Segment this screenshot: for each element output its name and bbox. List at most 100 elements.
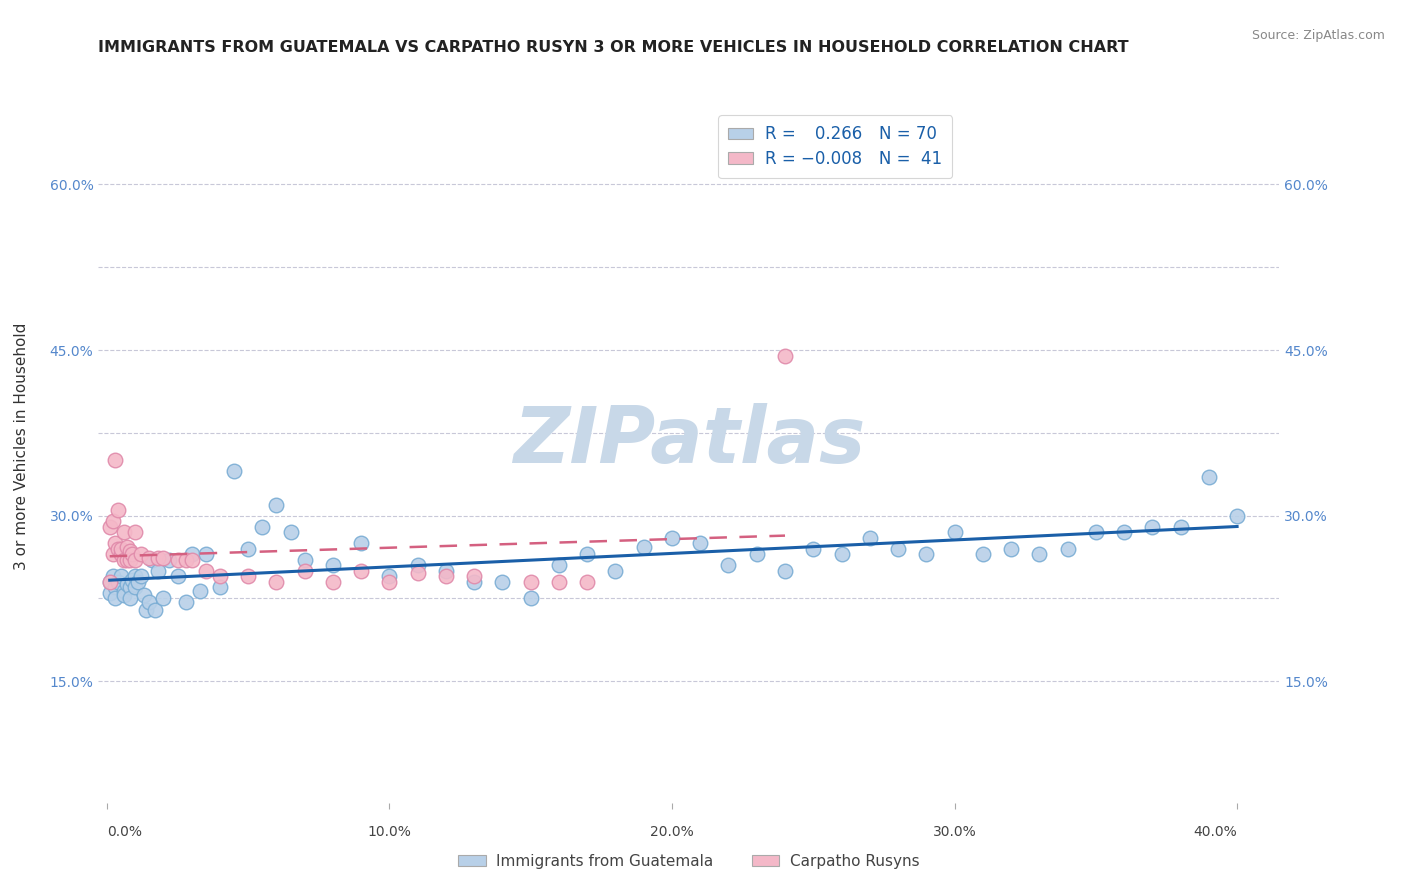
Point: [1142, 519, 1164, 533]
Point: [519, 574, 541, 589]
Text: 3 or more Vehicles in Household: 3 or more Vehicles in Household: [14, 322, 28, 570]
Point: [434, 569, 457, 583]
Point: [717, 558, 740, 573]
Point: [322, 574, 344, 589]
Point: [773, 349, 796, 363]
Point: [378, 569, 401, 583]
Point: [104, 453, 127, 467]
Point: [135, 602, 157, 616]
Point: [915, 547, 938, 561]
Point: [107, 503, 129, 517]
Point: [194, 547, 217, 561]
Point: [112, 525, 135, 540]
Point: [146, 564, 169, 578]
Point: [773, 564, 796, 578]
Point: [689, 536, 711, 550]
Point: [101, 569, 124, 583]
Point: [104, 591, 127, 606]
Point: [110, 569, 132, 583]
Point: [548, 558, 571, 573]
Point: [127, 574, 149, 589]
Point: [633, 540, 655, 554]
Point: [294, 553, 316, 567]
Point: [115, 577, 138, 591]
Point: [350, 564, 373, 578]
Text: IMMIGRANTS FROM GUATEMALA VS CARPATHO RUSYN 3 OR MORE VEHICLES IN HOUSEHOLD CORR: IMMIGRANTS FROM GUATEMALA VS CARPATHO RU…: [98, 40, 1129, 55]
Point: [132, 588, 155, 602]
Point: [222, 465, 245, 479]
Point: [605, 564, 627, 578]
Point: [943, 525, 966, 540]
Point: [101, 514, 124, 528]
Point: [434, 564, 457, 578]
Point: [112, 588, 135, 602]
Point: [491, 574, 513, 589]
Point: [208, 569, 231, 583]
Point: [98, 574, 121, 589]
Point: [118, 553, 141, 567]
Point: [118, 581, 141, 595]
Point: [174, 595, 197, 609]
Point: [124, 553, 146, 567]
Point: [1000, 541, 1022, 556]
Point: [138, 595, 160, 609]
Point: [801, 541, 824, 556]
Point: [378, 574, 401, 589]
Point: [463, 574, 485, 589]
Point: [110, 541, 132, 556]
Point: [1198, 470, 1220, 484]
Point: [208, 581, 231, 595]
Point: [1084, 525, 1107, 540]
Point: [194, 564, 217, 578]
Point: [115, 540, 138, 554]
Point: [101, 547, 124, 561]
Point: [166, 553, 188, 567]
Point: [98, 519, 121, 533]
Point: [180, 553, 202, 567]
Point: [121, 573, 143, 587]
Point: [576, 574, 599, 589]
Point: [1170, 519, 1192, 533]
Point: [238, 541, 260, 556]
Point: [322, 558, 344, 573]
Point: [406, 566, 429, 580]
Text: ZIPatlas: ZIPatlas: [513, 403, 865, 479]
Point: [141, 553, 163, 567]
Point: [152, 550, 174, 565]
Point: [98, 586, 121, 600]
Point: [745, 547, 768, 561]
Point: [166, 569, 188, 583]
Legend: Immigrants from Guatemala, Carpatho Rusyns: Immigrants from Guatemala, Carpatho Rusy…: [453, 848, 925, 875]
Point: [152, 591, 174, 606]
Point: [124, 581, 146, 595]
Point: [252, 519, 274, 533]
Point: [104, 581, 127, 595]
Point: [124, 569, 146, 583]
Point: [107, 541, 129, 556]
Point: [972, 547, 994, 561]
Point: [238, 569, 260, 583]
Point: [887, 541, 910, 556]
Point: [180, 547, 202, 561]
Text: 10.0%: 10.0%: [367, 825, 412, 839]
Point: [157, 553, 180, 567]
Point: [188, 583, 211, 598]
Point: [280, 525, 302, 540]
Point: [124, 525, 146, 540]
Point: [107, 574, 129, 589]
Point: [350, 536, 373, 550]
Point: [138, 550, 160, 565]
Point: [1112, 525, 1135, 540]
Text: 30.0%: 30.0%: [932, 825, 976, 839]
Point: [129, 569, 152, 583]
Text: 40.0%: 40.0%: [1194, 825, 1237, 839]
Point: [406, 558, 429, 573]
Point: [294, 564, 316, 578]
Point: [98, 574, 121, 589]
Point: [1226, 508, 1249, 523]
Point: [146, 550, 169, 565]
Point: [115, 553, 138, 567]
Point: [110, 547, 132, 561]
Point: [548, 574, 571, 589]
Point: [118, 544, 141, 558]
